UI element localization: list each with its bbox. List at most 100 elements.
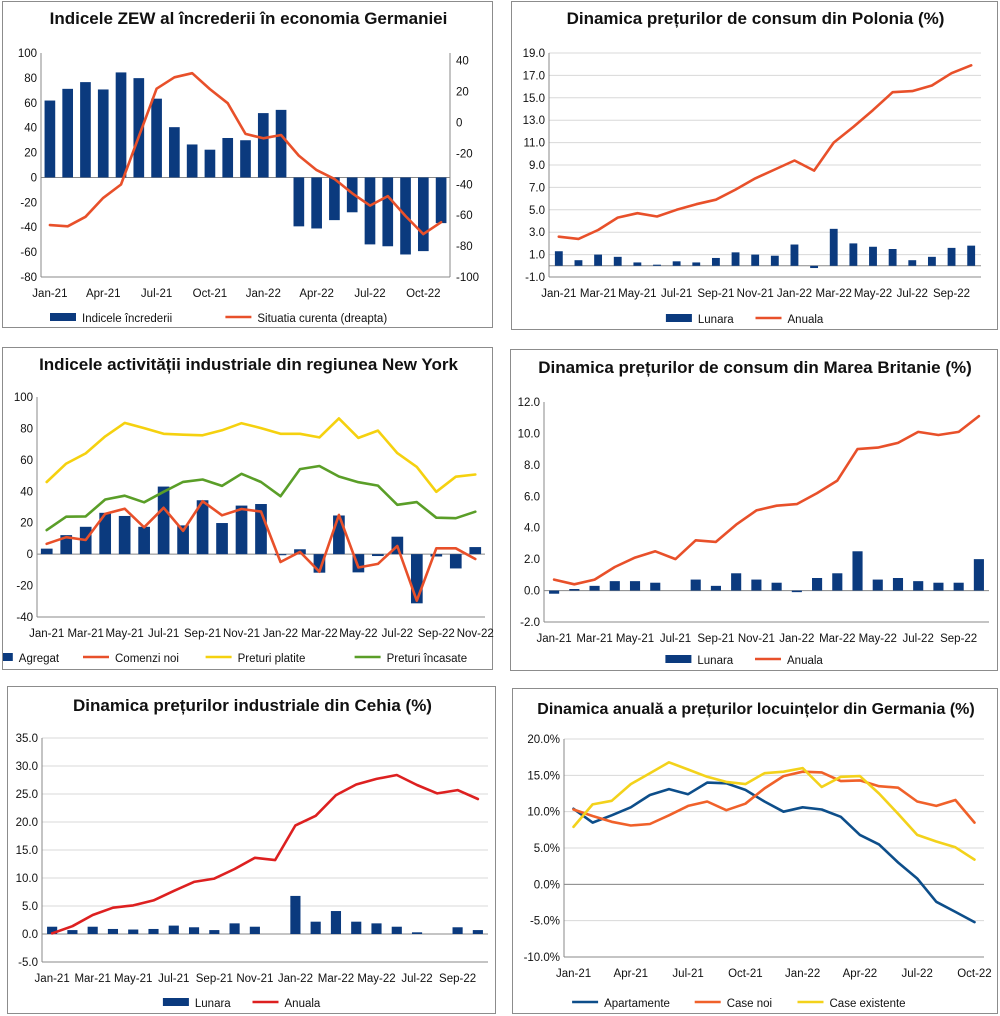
bar-lunara [711, 257, 720, 266]
bar-lunara [849, 243, 858, 266]
bar-lunara [973, 559, 984, 591]
y-tick-label: 20.0% [527, 734, 560, 746]
y-tick-label: 17.0 [523, 70, 545, 82]
panel-ppi-cehia: Dinamica prețurilor industriale din Cehi… [7, 686, 496, 1014]
legend-label: Lunara [697, 655, 733, 667]
x-tick-label: Oct-22 [957, 968, 992, 980]
x-tick-label: Apr-22 [299, 288, 334, 300]
y-tick-label: -1.0 [525, 272, 545, 284]
y-tick-label: 0.0 [22, 929, 38, 941]
x-tick-label: Sep-22 [933, 288, 970, 300]
y-tick-label: 4.0 [524, 523, 540, 535]
bar-lunara [710, 585, 721, 591]
y-tick-label: 10.0% [527, 807, 560, 819]
legend-label: Lunara [698, 314, 734, 326]
y2-tick-label: 40 [456, 56, 469, 68]
legend-swatch [665, 655, 692, 663]
x-tick-label: Jan-22 [779, 633, 814, 645]
chart-svg: Dinamica prețurilor de consum din Poloni… [523, 9, 981, 326]
bar-indicele-increderii [115, 72, 127, 178]
x-tick-label: Sep-22 [439, 973, 476, 985]
bar-indicele-increderii [80, 82, 91, 178]
bar-lunara [731, 252, 740, 266]
x-tick-label: Oct-21 [193, 288, 228, 300]
x-tick-label: Apr-21 [614, 968, 649, 980]
y2-tick-label: 20 [456, 87, 469, 99]
legend-label: Anuala [285, 998, 321, 1010]
bar-lunara [927, 256, 936, 266]
bar-lunara [594, 254, 603, 266]
panel-zew-germania: Indicele ZEW al încrederii în economia G… [2, 1, 493, 328]
y-tick-label: 0 [27, 549, 33, 561]
bar-indicele-increderii [257, 113, 269, 178]
y-tick-label: 35.0 [16, 733, 38, 745]
legend-label: Preturi platite [238, 653, 306, 665]
y-tick-label: 0.0 [524, 586, 540, 598]
bar-lunara [947, 247, 956, 266]
bar-lunara [290, 895, 301, 934]
x-tick-label: Jul-21 [660, 633, 691, 645]
y-tick-label: 40 [24, 123, 37, 135]
bar-lunara [869, 246, 877, 266]
x-tick-label: Sep-21 [697, 288, 734, 300]
y-tick-label: 20 [20, 518, 33, 530]
bar-indicele-increderii [293, 177, 305, 227]
bar-lunara [87, 926, 98, 934]
bar-agregat [40, 548, 53, 555]
x-tick-label: Jan-22 [246, 288, 281, 300]
bar-agregat [333, 515, 345, 555]
bar-agregat [372, 554, 384, 557]
y-tick-label: 1.0 [529, 250, 545, 262]
x-tick-label: Jul-22 [382, 628, 413, 640]
bar-indicele-increderii [275, 109, 287, 178]
y-tick-label: -40 [16, 612, 33, 624]
line-preturi-platite [45, 417, 477, 494]
x-tick-label: Jan-21 [35, 973, 70, 985]
y2-tick-label: -60 [456, 210, 473, 222]
bar-lunara [790, 244, 799, 266]
bar-indicele-increderii [151, 98, 162, 178]
y-tick-label: 60 [20, 455, 33, 467]
x-tick-label: Jan-21 [556, 968, 591, 980]
y-tick-label: 12.0 [518, 397, 540, 409]
x-tick-label: Jul-21 [148, 628, 179, 640]
line-case-noi [572, 770, 976, 827]
x-tick-label: Sep-22 [418, 628, 455, 640]
bar-indicele-increderii [133, 78, 145, 178]
y-tick-label: 9.0 [529, 160, 545, 172]
chart-svg: Indicele activității industriale din reg… [3, 355, 494, 665]
bar-agregat [177, 525, 189, 555]
x-tick-label: Apr-22 [843, 968, 878, 980]
legend-swatch [3, 653, 13, 661]
y-tick-label: -5.0 [18, 957, 38, 969]
chart-title: Dinamica prețurilor industriale din Cehi… [73, 696, 432, 715]
bar-lunara [751, 254, 760, 266]
bar-lunara [188, 927, 200, 934]
bar-lunara [569, 589, 580, 591]
x-tick-label: May-22 [339, 628, 377, 640]
x-tick-label: Sep-21 [196, 973, 233, 985]
chart-title: Dinamica anuală a prețurilor locuințelor… [537, 701, 974, 718]
y-tick-label: 11.0 [523, 138, 545, 150]
x-tick-label: Jul-21 [158, 973, 189, 985]
y2-tick-label: -20 [456, 148, 473, 160]
bar-lunara [574, 260, 583, 266]
x-tick-label: Jan-22 [785, 968, 820, 980]
x-tick-label: May-22 [859, 633, 897, 645]
bar-indicele-increderii [169, 127, 180, 178]
bar-lunara [913, 581, 924, 591]
bar-indicele-increderii [44, 100, 56, 178]
bar-lunara [391, 926, 402, 934]
y2-tick-label: -40 [456, 179, 473, 191]
bar-indicele-increderii [435, 177, 447, 224]
chart-title: Indicele ZEW al încrederii în economia G… [50, 9, 448, 28]
x-tick-label: Mar-21 [580, 288, 616, 300]
bar-indicele-increderii [311, 177, 322, 229]
x-tick-label: Jan-21 [32, 288, 67, 300]
bar-lunara [310, 921, 321, 934]
bar-lunara [609, 581, 620, 591]
chart-svg: Dinamica anuală a prețurilor locuințelor… [524, 701, 992, 1010]
legend-label: Anuala [787, 655, 823, 667]
bar-agregat [118, 515, 131, 555]
legend-label: Case existente [830, 998, 906, 1010]
